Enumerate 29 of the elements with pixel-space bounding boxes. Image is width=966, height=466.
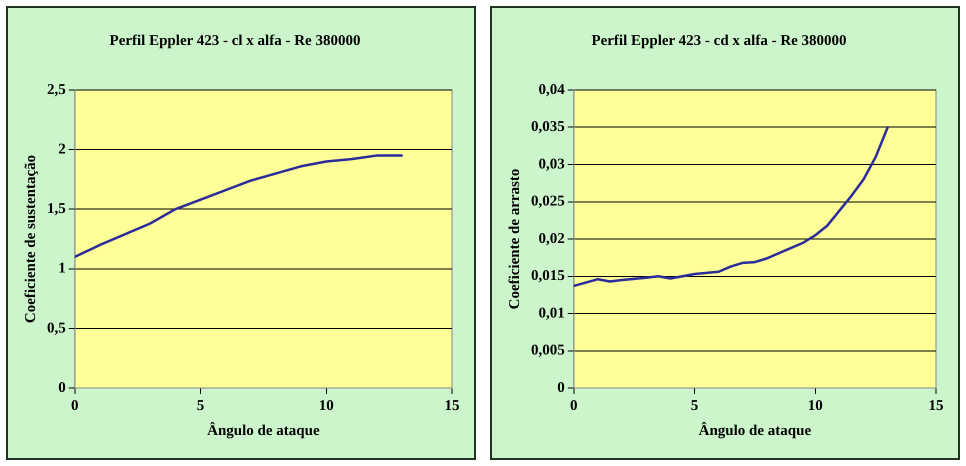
chart-title: Perfil Eppler 423 - cl x alfa - Re 380000: [110, 32, 360, 49]
y-tick-label: 1: [58, 260, 66, 277]
y-tick-label: 0,025: [531, 194, 565, 210]
x-tick-label: 5: [196, 398, 204, 414]
x-tick-label: 15: [928, 398, 944, 414]
x-tick-label: 10: [318, 398, 334, 414]
y-tick-label: 0,02: [538, 230, 565, 247]
y-tick-label: 0,5: [47, 320, 66, 336]
y-tick-label: 2: [58, 141, 66, 158]
y-tick-label: 1,5: [47, 201, 66, 218]
y-tick-label: 0,015: [531, 268, 565, 284]
y-tick-label: 0,005: [531, 342, 565, 359]
chart-title: Perfil Eppler 423 - cd x alfa - Re 380000: [591, 32, 847, 49]
y-axis-title: Coeficiente de sustentação: [22, 154, 39, 324]
x-tick-label: 15: [444, 398, 460, 414]
x-tick-label: 0: [570, 398, 578, 414]
x-axis-title: Ângulo de ataque: [207, 420, 320, 439]
y-tick-label: 0,035: [531, 119, 565, 136]
x-tick-label: 0: [71, 398, 78, 414]
x-tick-label: 10: [808, 398, 823, 414]
y-tick-label: 0,01: [538, 305, 565, 322]
y-tick-label: 0: [58, 380, 66, 396]
x-axis-title: Ângulo de ataque: [698, 420, 812, 439]
y-tick-label: 2,5: [47, 82, 66, 98]
x-tick-label: 5: [690, 398, 698, 414]
y-tick-label: 0,04: [538, 82, 566, 98]
y-axis-title: Coeficiente de arrasto: [506, 168, 523, 310]
y-tick-label: 0,03: [538, 156, 565, 172]
y-tick-label: 0: [557, 380, 565, 396]
